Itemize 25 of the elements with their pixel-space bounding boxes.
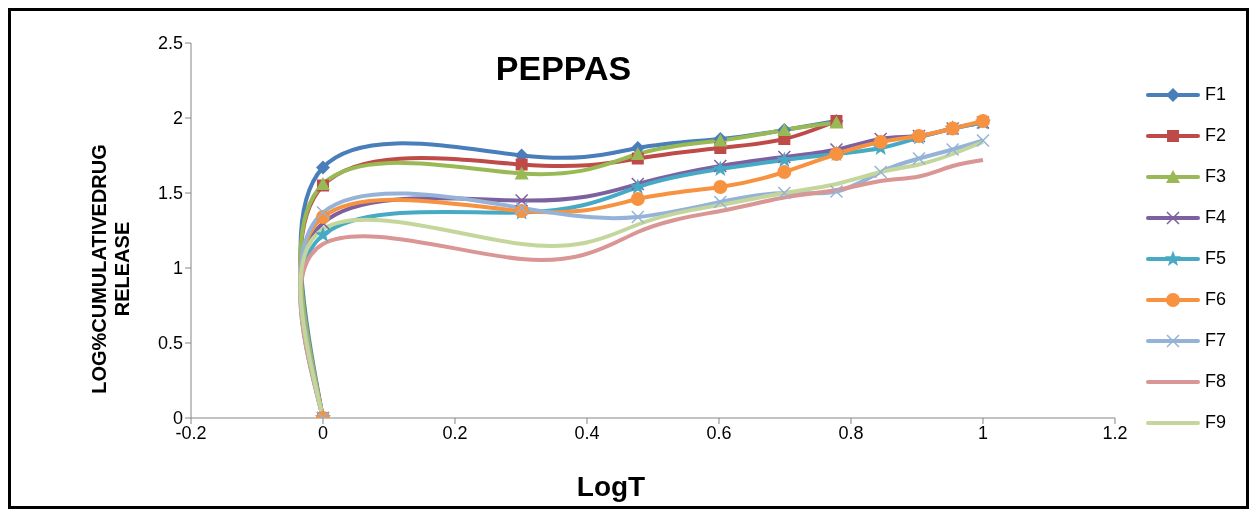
x-tick-label: 1.2 (1102, 422, 1128, 443)
x-tick-label: 0 (317, 422, 329, 443)
legend-label: F6 (1204, 289, 1226, 310)
y-tick-label: 1.5 (157, 183, 183, 204)
y-tick-label: 2.5 (157, 33, 183, 54)
legend-label: F5 (1204, 248, 1226, 269)
x-tick-label: 0.6 (706, 422, 732, 443)
legend-label: F2 (1204, 125, 1226, 146)
legend-label: F7 (1204, 330, 1226, 351)
x-tick-label: 0.4 (574, 422, 600, 443)
legend-label: F9 (1204, 412, 1226, 433)
y-axis-title: LOG%CUMULATIVEDRUG RELEASE (88, 143, 134, 396)
legend-label: F8 (1204, 371, 1226, 392)
y-tick-label: 0 (172, 408, 183, 429)
x-axis-title: LogT (575, 471, 647, 503)
y-tick-label: 1 (172, 258, 183, 279)
legend-label: F4 (1204, 207, 1226, 228)
x-tick-label: 1 (977, 422, 988, 443)
y-tick-label: 2 (172, 108, 183, 129)
legend-label: F1 (1204, 84, 1226, 105)
legend-label: F3 (1204, 166, 1226, 187)
y-tick-label: 0.5 (157, 333, 183, 354)
x-tick-label: 0.8 (838, 422, 864, 443)
x-tick-label: 0.2 (442, 422, 468, 443)
chart-title: PEPPAS (495, 49, 632, 87)
